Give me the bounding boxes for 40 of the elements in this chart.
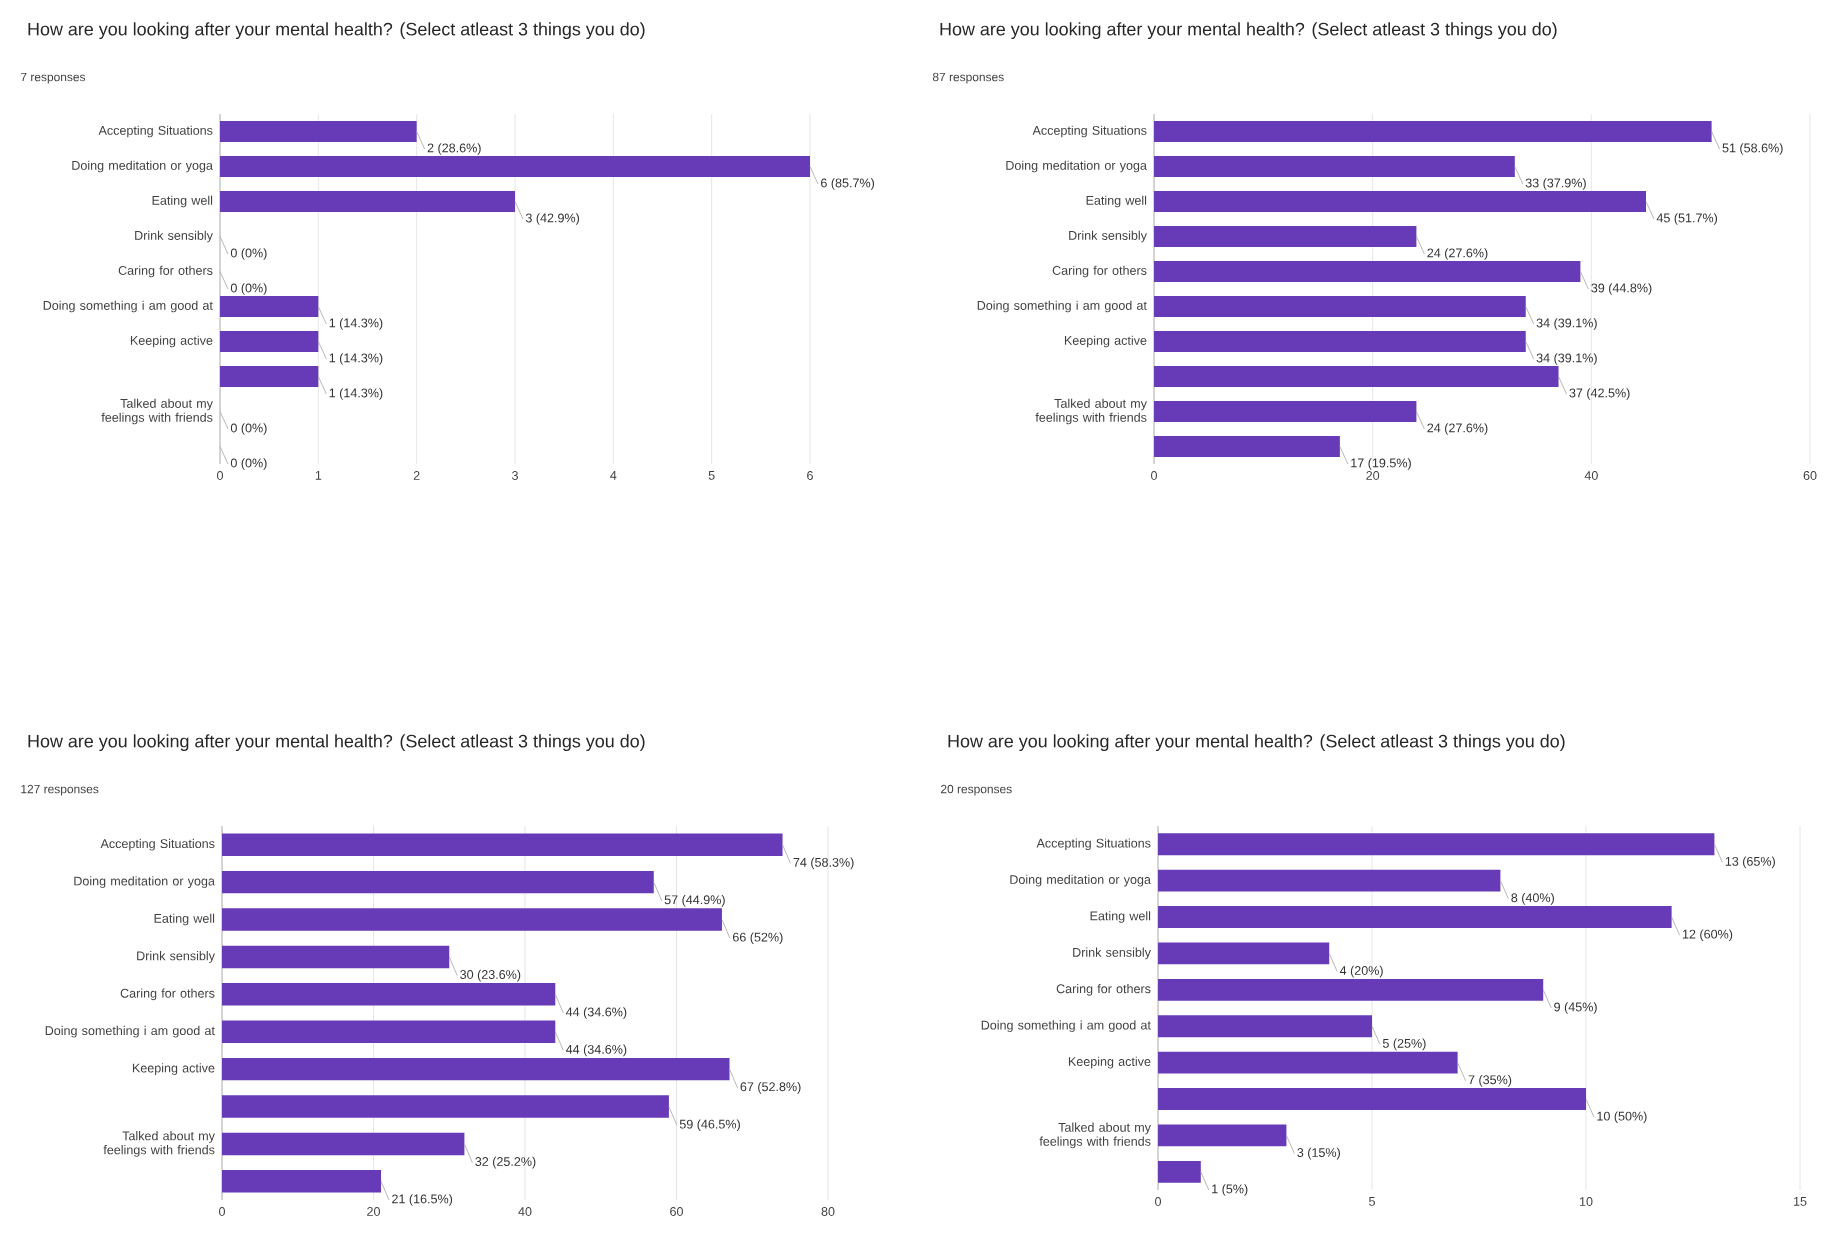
bar xyxy=(222,870,654,894)
bar xyxy=(222,1095,669,1118)
bar xyxy=(220,191,515,212)
bar xyxy=(1158,833,1715,856)
bar xyxy=(220,121,417,142)
bar xyxy=(222,1170,382,1193)
bar xyxy=(1158,1088,1587,1110)
bar xyxy=(1158,1124,1287,1147)
bar xyxy=(1154,401,1417,423)
bar xyxy=(1158,1051,1458,1074)
bar xyxy=(1158,869,1501,892)
bar xyxy=(1154,366,1559,388)
bar xyxy=(222,1020,556,1043)
bar xyxy=(220,156,810,177)
bar xyxy=(1154,191,1647,212)
bar xyxy=(1154,156,1515,177)
bar xyxy=(1154,331,1526,353)
bar xyxy=(222,1132,465,1156)
bar xyxy=(222,983,556,1006)
bar xyxy=(1154,226,1417,247)
bar xyxy=(1154,121,1712,142)
bar xyxy=(1154,261,1581,283)
bar xyxy=(1154,436,1340,458)
bar xyxy=(1158,942,1330,965)
bar xyxy=(220,366,319,388)
bar xyxy=(222,945,450,969)
bar xyxy=(1154,296,1526,318)
bar xyxy=(220,296,319,318)
bar xyxy=(222,1057,730,1081)
chart-title: How are you looking after your mental health? (Select atleast 3 things you do) xyxy=(28,734,645,752)
chart-title: How are you looking after your mental health? (Select atleast 3 things you do) xyxy=(28,22,645,39)
chart-title: How are you looking after your mental health? (Select atleast 3 things you do) xyxy=(940,22,1557,39)
bar xyxy=(1158,1160,1201,1183)
bar xyxy=(222,908,722,931)
bar xyxy=(1158,978,1544,1001)
bar xyxy=(1158,906,1672,928)
bar xyxy=(220,331,319,353)
chart-title: How are you looking after your mental health? (Select atleast 3 things you do) xyxy=(948,734,1565,752)
bar xyxy=(1158,1015,1373,1038)
bar xyxy=(222,833,783,856)
